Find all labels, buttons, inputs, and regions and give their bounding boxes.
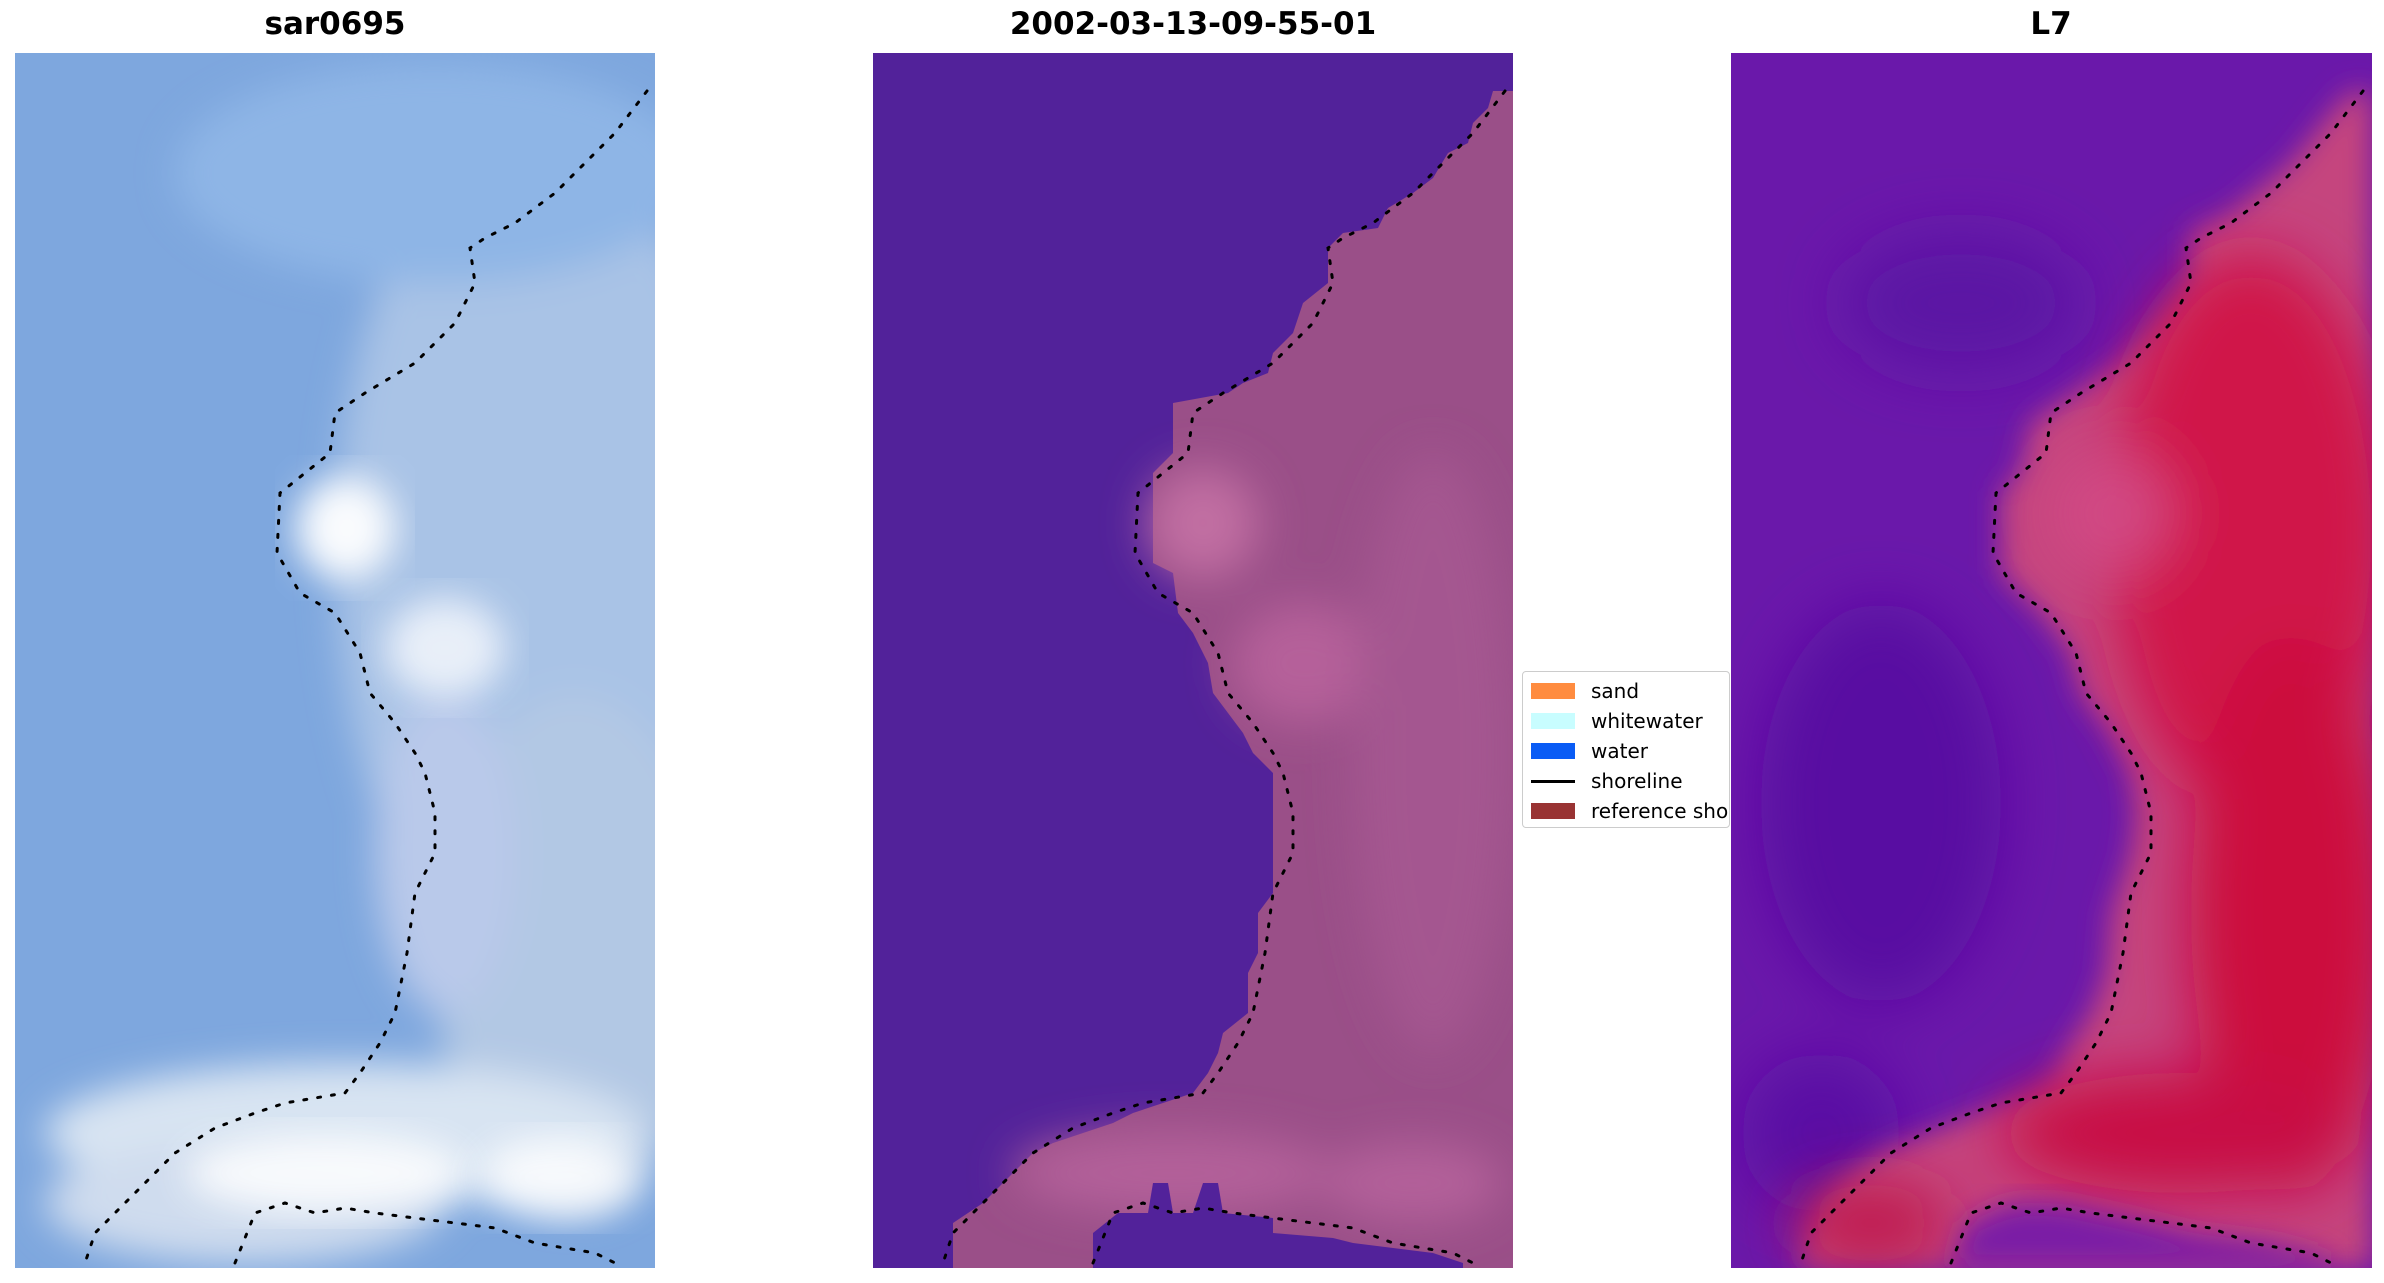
index-low-patches	[1741, 233, 2081, 1213]
legend-item-reference-shoreline: reference shoreline	[1531, 796, 1729, 826]
shoreline-swatch	[1531, 779, 1575, 783]
legend-item-whitewater: whitewater	[1531, 706, 1703, 736]
reference-shoreline-swatch	[1531, 803, 1575, 819]
legend-item-sand: sand	[1531, 676, 1639, 706]
water-class-region	[1093, 1183, 1463, 1268]
legend-label: whitewater	[1591, 709, 1703, 733]
legend-item-shoreline: shoreline	[1531, 766, 1683, 796]
rgb-features	[45, 63, 655, 1263]
legend-item-water: water	[1531, 736, 1648, 766]
legend-label: sand	[1591, 679, 1640, 703]
classification-panel	[873, 53, 1513, 1268]
index-high-patches	[1791, 253, 2372, 1263]
whitewater-patch	[185, 1133, 465, 1213]
whitewater-patch	[480, 1138, 640, 1218]
shoreline-line	[83, 89, 649, 1265]
shoreline-line	[1949, 1201, 2333, 1265]
index-image-panel	[1731, 53, 2372, 1268]
whitewater-patch	[385, 598, 505, 698]
panel-title-classification: 2002-03-13-09-55-01	[1009, 6, 1377, 42]
shoreline-line	[233, 1201, 617, 1265]
shoreline-line	[941, 89, 1507, 1265]
legend-label: water	[1591, 739, 1648, 763]
legend: sand whitewater water shoreline referenc…	[1522, 671, 1730, 828]
shoreline-line	[1799, 89, 2365, 1265]
sand-swatch	[1531, 683, 1575, 699]
index-low-region	[1951, 1203, 2331, 1268]
rgb-image-panel	[15, 53, 655, 1268]
land-texture	[1013, 453, 1513, 1223]
legend-label: shoreline	[1591, 769, 1683, 793]
whitewater-patch	[295, 476, 395, 580]
land-class-region	[953, 91, 1513, 1268]
legend-label: reference shoreline	[1591, 799, 1729, 823]
panel-title-index: L7	[2030, 6, 2072, 42]
shoreline-line	[1091, 1201, 1475, 1265]
panel-title-rgb: sar0695	[264, 6, 406, 42]
water-swatch	[1531, 743, 1575, 759]
whitewater-swatch	[1531, 713, 1575, 729]
